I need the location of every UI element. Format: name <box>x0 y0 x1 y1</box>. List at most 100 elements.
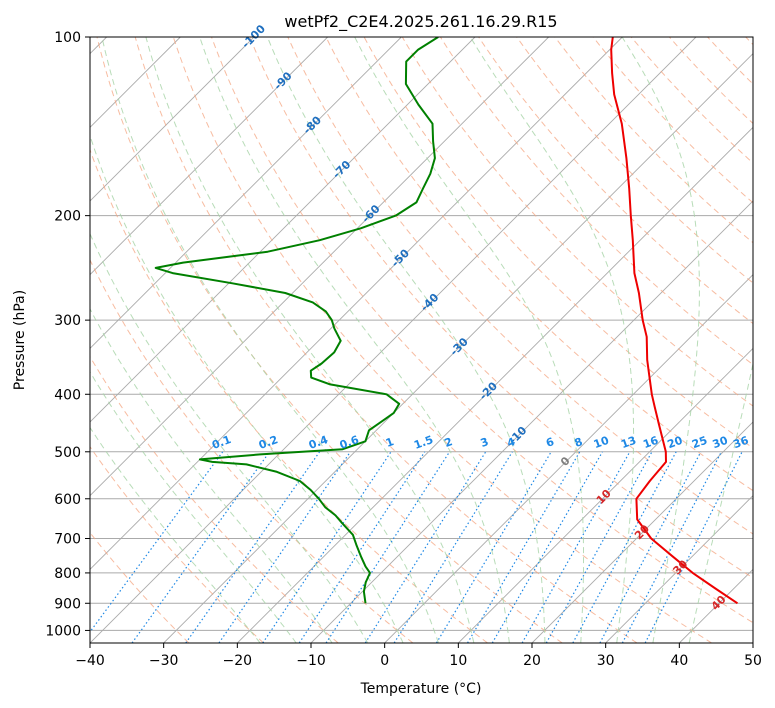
mixing-ratio-label: 16 <box>641 434 660 452</box>
dewpoint-profile <box>154 37 439 604</box>
mixing-ratio-label: 2 <box>443 435 455 450</box>
x-tick-label: −20 <box>223 653 253 669</box>
isotherm-line <box>90 37 255 202</box>
moist-adiabat-line <box>145 37 475 643</box>
x-tick-label: 0 <box>380 653 389 669</box>
y-tick-label: 400 <box>54 387 81 403</box>
mixing-ratio-line <box>364 451 487 643</box>
isotherm-line <box>458 347 753 643</box>
dry-adiabat-line <box>211 37 753 624</box>
isotherm-line <box>605 495 753 643</box>
mixing-ratio-label: 1 <box>384 435 396 450</box>
y-axis-title: Pressure (hPa) <box>12 290 28 390</box>
x-axis: −40 −30 −20 −10 0 10 20 30 40 50 <box>75 643 762 669</box>
dry-adiabat-line <box>249 37 753 579</box>
y-tick-label: 500 <box>54 445 81 461</box>
mixing-ratio-line <box>393 451 513 643</box>
y-tick-label: 700 <box>54 532 81 548</box>
isotherm-line <box>237 126 753 643</box>
background-lines <box>90 37 753 643</box>
x-tick-label: 10 <box>449 653 467 669</box>
dry-adiabat-line <box>478 37 753 325</box>
moist-adiabat-line <box>90 134 404 643</box>
dry-adiabat-line <box>325 37 753 492</box>
y-tick-label: 600 <box>54 492 81 508</box>
dry-adiabat-line <box>516 37 753 284</box>
mixing-ratio-label: 25 <box>690 434 709 451</box>
x-axis-title: Temperature (°C) <box>360 681 482 697</box>
isotherm-line <box>90 37 476 423</box>
moist-adiabat-line <box>266 37 546 643</box>
moist-adiabat-line <box>101 37 439 643</box>
dry-adiabat-line <box>401 37 753 407</box>
moist-adiabat-line <box>90 371 297 643</box>
mixing-ratio-line <box>466 451 581 643</box>
isotherm-line <box>90 37 623 570</box>
mixing-ratio-label: 0.2 <box>257 433 280 452</box>
mixing-ratio-label: 1.5 <box>412 433 435 452</box>
mixing-ratio-label: 8 <box>573 435 585 450</box>
isotherm-line <box>163 53 753 643</box>
isotherm-line <box>384 274 753 643</box>
mixing-ratio-label: 13 <box>619 434 638 451</box>
y-tick-label: 300 <box>54 313 81 329</box>
dry-adiabat-line <box>172 37 712 643</box>
moist-adiabat-line <box>90 232 369 643</box>
mixing-ratio-label: 20 <box>666 434 685 452</box>
chart-title: wetPf2_C2E4.2025.261.16.29.R15 <box>284 12 557 32</box>
profile-lines <box>154 37 739 605</box>
dry-adiabat-line <box>90 258 414 643</box>
mixing-ratio-label: 30 <box>711 434 730 452</box>
mixing-ratio-label: 0.4 <box>307 433 330 452</box>
moist-adiabat-line <box>199 37 510 643</box>
mixing-ratio-line <box>435 451 552 643</box>
mixing-ratio-label: 4 <box>505 435 517 450</box>
mixing-ratio-line <box>131 451 271 643</box>
moist-adiabat-line <box>90 426 261 643</box>
mixing-ratio-line <box>218 451 351 643</box>
x-tick-label: 50 <box>744 653 762 669</box>
moist-adiabat-line <box>90 307 333 643</box>
isotherm-line <box>90 37 697 643</box>
x-tick-label: −10 <box>296 653 326 669</box>
mixing-ratio-label: 36 <box>731 434 750 452</box>
mixing-ratio-line <box>185 451 321 643</box>
y-tick-label: 800 <box>54 566 81 582</box>
mixing-ratio-line <box>545 451 653 643</box>
dry-adiabat-line <box>592 37 753 204</box>
mixing-ratio-label: 0.1 <box>210 433 233 452</box>
y-tick-label: 100 <box>54 30 81 46</box>
mixing-ratio-label: 10 <box>592 434 611 452</box>
mixing-ratio-line <box>491 451 603 643</box>
x-tick-label: 20 <box>523 653 541 669</box>
x-tick-label: 40 <box>670 653 688 669</box>
isotherm-line <box>531 421 753 643</box>
temperature-profile <box>610 37 739 605</box>
dry-adiabat-line <box>363 37 753 449</box>
dry-adiabat-line <box>630 37 753 164</box>
mixing-ratio-line <box>521 451 631 643</box>
x-tick-label: 30 <box>597 653 615 669</box>
moist-adiabat-line <box>469 37 635 643</box>
isotherm-line <box>90 37 328 276</box>
dry-adiabat-line <box>90 445 264 643</box>
mixing-ratio-line <box>572 451 677 643</box>
dry-adiabat-line <box>134 37 638 643</box>
moist-adiabat-line <box>354 37 584 643</box>
mixing-ratio-label: 0.6 <box>338 433 361 452</box>
mixing-ratio-label: 3 <box>479 435 491 450</box>
y-tick-label: 1000 <box>45 623 81 639</box>
mixing-ratio-line <box>599 451 702 643</box>
y-axis: 100 200 300 400 500 600 700 800 900 1000 <box>45 30 90 639</box>
x-tick-label: −40 <box>75 653 105 669</box>
mixing-ratio-label: 6 <box>544 435 556 450</box>
moist-adiabat-line <box>621 37 700 643</box>
plot-frame <box>89 36 754 644</box>
isotherm-line <box>90 37 549 497</box>
y-tick-label: 200 <box>54 209 81 225</box>
isotherm-line <box>90 37 402 349</box>
moist-adiabat-line <box>688 361 753 643</box>
y-tick-label: 900 <box>54 596 81 612</box>
